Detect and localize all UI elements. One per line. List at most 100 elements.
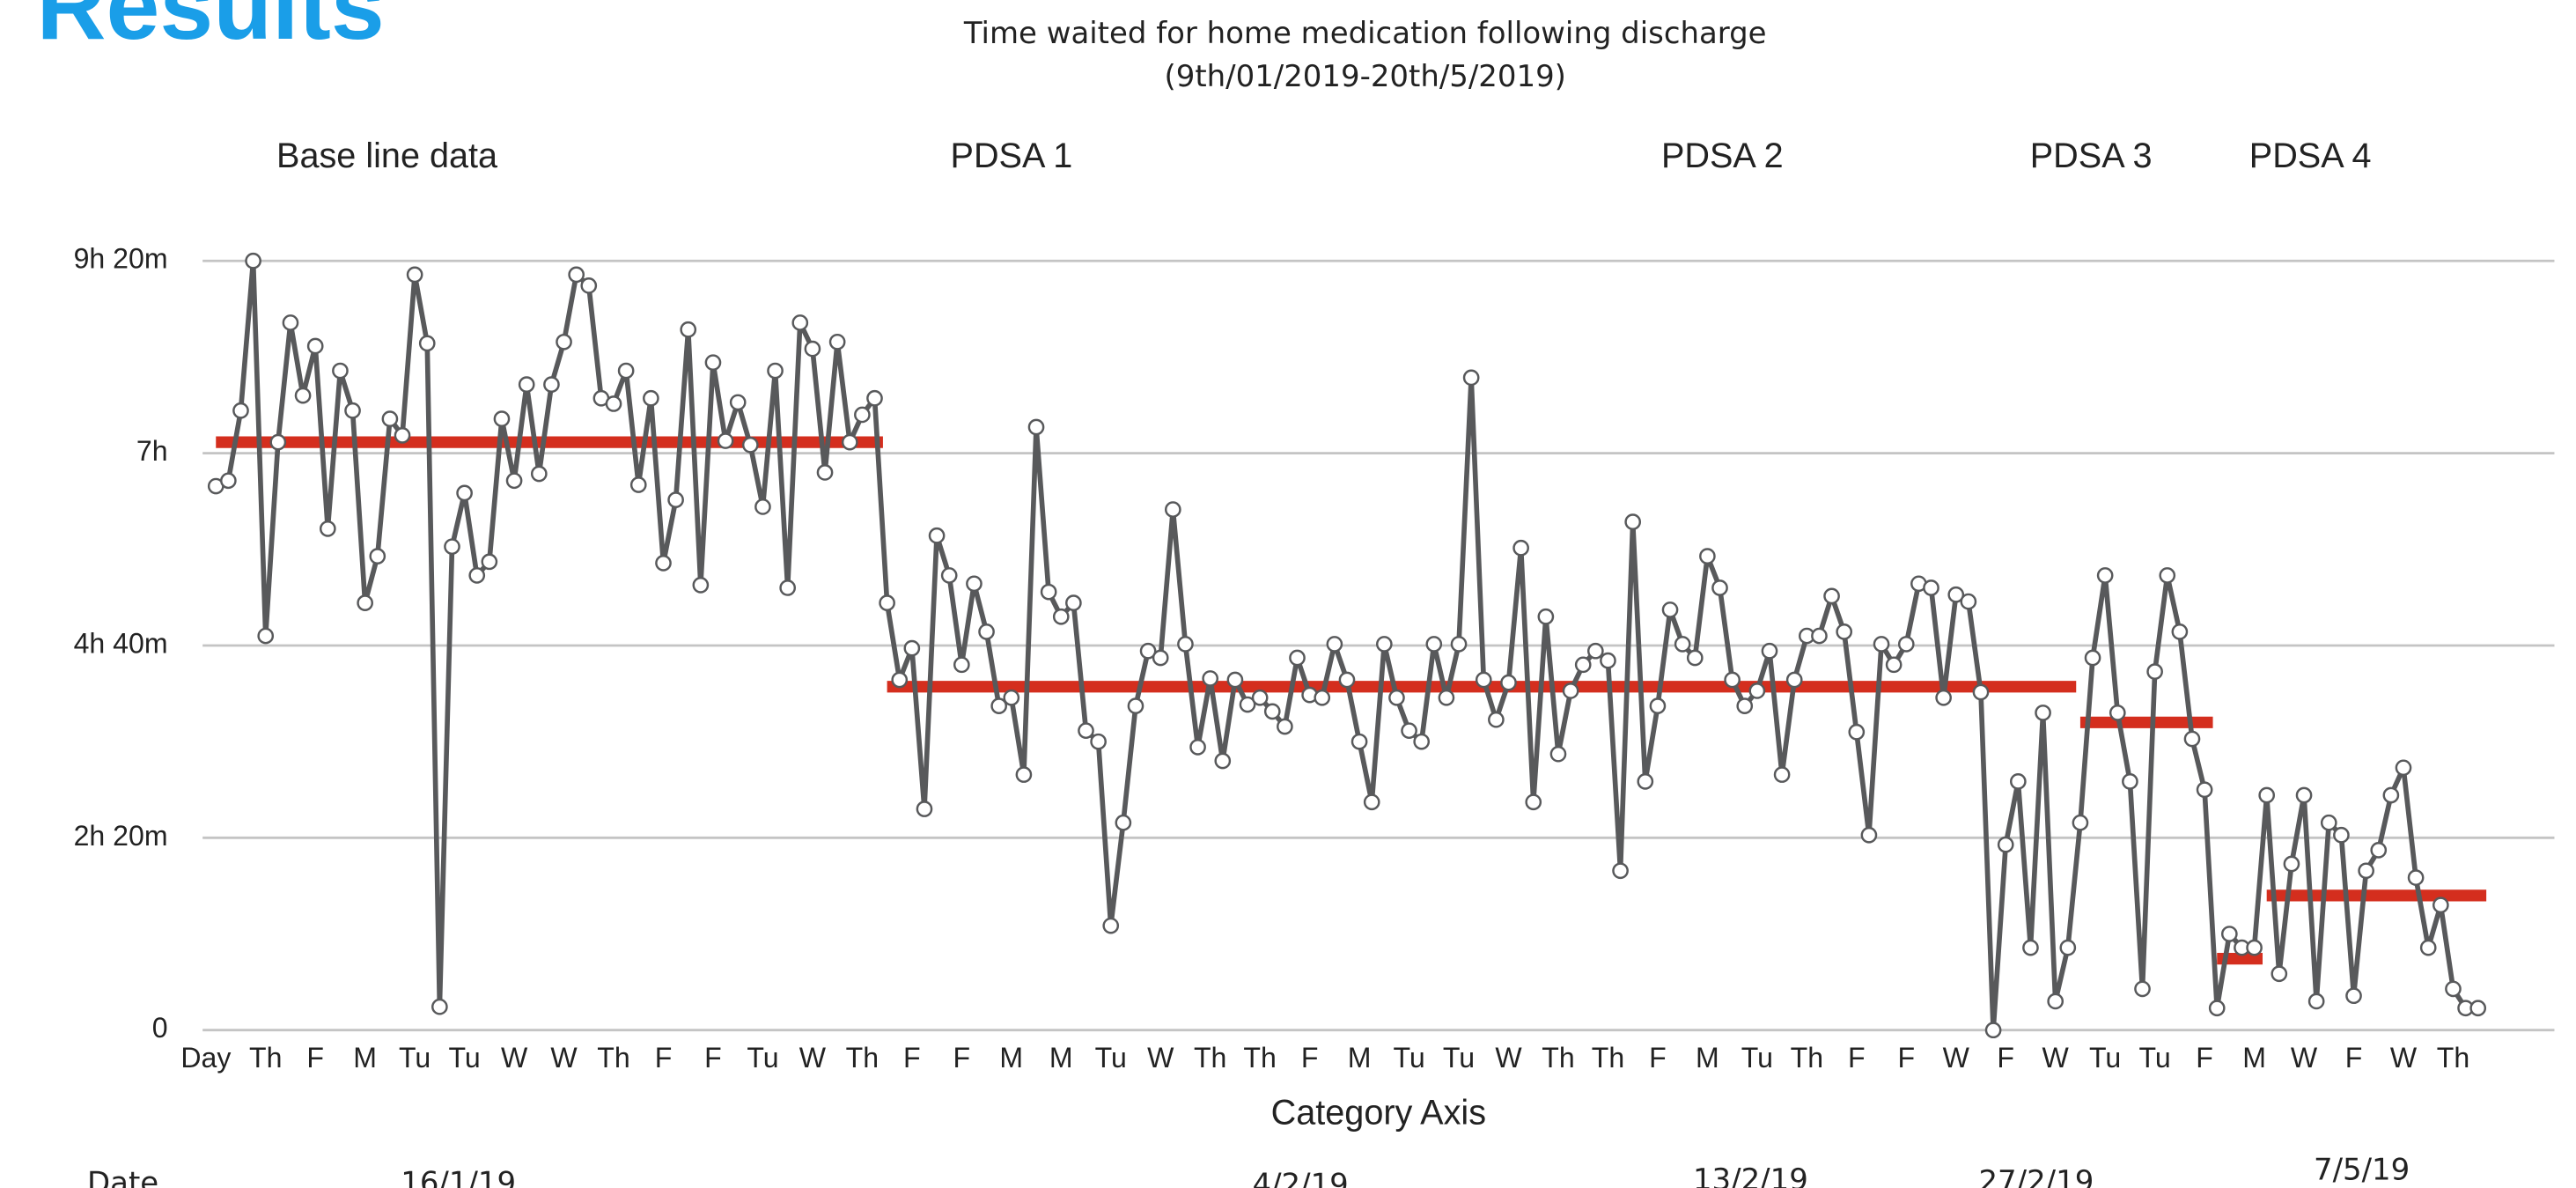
date-label: 4/2/19: [1253, 1168, 1349, 1188]
data-point: [2307, 992, 2325, 1010]
data-point: [2047, 992, 2064, 1010]
data-point: [617, 362, 635, 380]
data-point: [2295, 786, 2313, 804]
data-point: [381, 410, 399, 427]
x-tick-label: Tu: [1741, 1042, 1773, 1074]
data-point: [518, 376, 535, 393]
x-tick-label: Tu: [747, 1042, 778, 1074]
data-point: [1537, 608, 1555, 625]
data-point: [1177, 636, 1194, 653]
data-point: [2382, 786, 2400, 804]
data-point: [1823, 587, 1840, 605]
data-point: [1202, 670, 1219, 687]
x-tick-label: F: [1897, 1042, 1915, 1074]
y-tick-label: 0: [152, 1012, 168, 1044]
data-point: [2395, 759, 2412, 777]
data-point: [1027, 418, 1045, 436]
x-tick-label: Th: [1542, 1042, 1574, 1074]
data-point: [1699, 548, 1716, 564]
date-label: 7/5/19: [2314, 1153, 2410, 1188]
data-point: [1040, 583, 1057, 601]
phase-label: Base line data: [276, 137, 498, 175]
data-point: [1152, 649, 1169, 667]
x-tick-label: M: [999, 1042, 1023, 1074]
data-point: [1947, 586, 1965, 603]
data-point: [1462, 369, 1480, 387]
data-point: [444, 538, 460, 556]
data-point: [369, 548, 386, 564]
data-point: [1562, 683, 1579, 699]
data-point: [2320, 814, 2337, 831]
data-point: [357, 594, 374, 611]
y-tick-label: 2h 20m: [74, 820, 168, 852]
data-point: [1065, 594, 1082, 611]
x-axis-label: Category Axis: [1271, 1093, 1486, 1132]
data-point: [1078, 722, 1094, 740]
data-point: [406, 266, 423, 284]
x-tick-label: Th: [1243, 1042, 1276, 1074]
data-point: [804, 340, 821, 358]
x-tick-label: Tu: [1095, 1042, 1127, 1074]
data-point: [1761, 642, 1778, 660]
data-point: [2096, 567, 2114, 584]
data-point: [468, 567, 486, 584]
heading: Results: [37, 0, 385, 60]
data-point: [1015, 766, 1033, 783]
x-tick-label: Tu: [2139, 1042, 2171, 1074]
data-point: [1277, 718, 1293, 735]
data-point: [978, 624, 995, 640]
data-point: [903, 639, 921, 657]
data-point: [344, 402, 361, 419]
data-point: [1438, 689, 1455, 706]
data-point: [1102, 917, 1120, 934]
x-tick-label: W: [501, 1042, 528, 1074]
data-point: [2283, 855, 2300, 873]
data-point: [232, 402, 249, 419]
y-tick-label: 4h 40m: [74, 627, 168, 659]
x-tick-label: F: [953, 1042, 971, 1074]
data-point: [1475, 671, 1492, 689]
data-point: [692, 577, 710, 594]
data-point: [269, 433, 287, 451]
data-point: [2220, 926, 2238, 942]
data-point: [1214, 752, 1232, 770]
data-point: [2333, 826, 2350, 844]
data-point: [1612, 862, 1629, 880]
data-point: [505, 472, 523, 490]
data-point: [1338, 671, 1356, 689]
data-point: [1115, 814, 1132, 831]
data-point: [2146, 663, 2163, 680]
data-point: [791, 314, 809, 331]
x-tick-label: F: [1301, 1042, 1319, 1074]
data-point: [1811, 627, 1828, 645]
x-tick-label: M: [353, 1042, 377, 1074]
data-point: [2358, 862, 2374, 880]
data-point: [2183, 730, 2201, 748]
x-tick-label: Th: [846, 1042, 879, 1074]
date-row-label: Date: [87, 1166, 158, 1188]
data-point: [1785, 671, 1803, 689]
data-point: [643, 389, 659, 407]
data-point: [816, 464, 834, 481]
chart-subtitle: (9th/01/2019-20th/5/2019): [1165, 59, 1566, 94]
data-point: [1401, 722, 1417, 740]
data-point: [1425, 636, 1443, 653]
x-tick-label: Th: [249, 1042, 282, 1074]
data-point: [2419, 939, 2437, 956]
data-point: [754, 498, 771, 515]
data-point: [431, 998, 448, 1015]
data-point: [1773, 766, 1791, 783]
data-point: [1935, 689, 1952, 706]
data-point: [1388, 689, 1405, 706]
data-point: [1649, 697, 1667, 714]
data-point: [1512, 539, 1529, 557]
data-point: [605, 395, 622, 412]
data-point: [1263, 703, 1281, 720]
data-point: [940, 567, 958, 584]
x-tick-label: Th: [1791, 1042, 1823, 1074]
data-point: [2469, 1000, 2487, 1017]
x-tick-label: F: [903, 1042, 921, 1074]
phase-label: PDSA 2: [1661, 137, 1784, 175]
